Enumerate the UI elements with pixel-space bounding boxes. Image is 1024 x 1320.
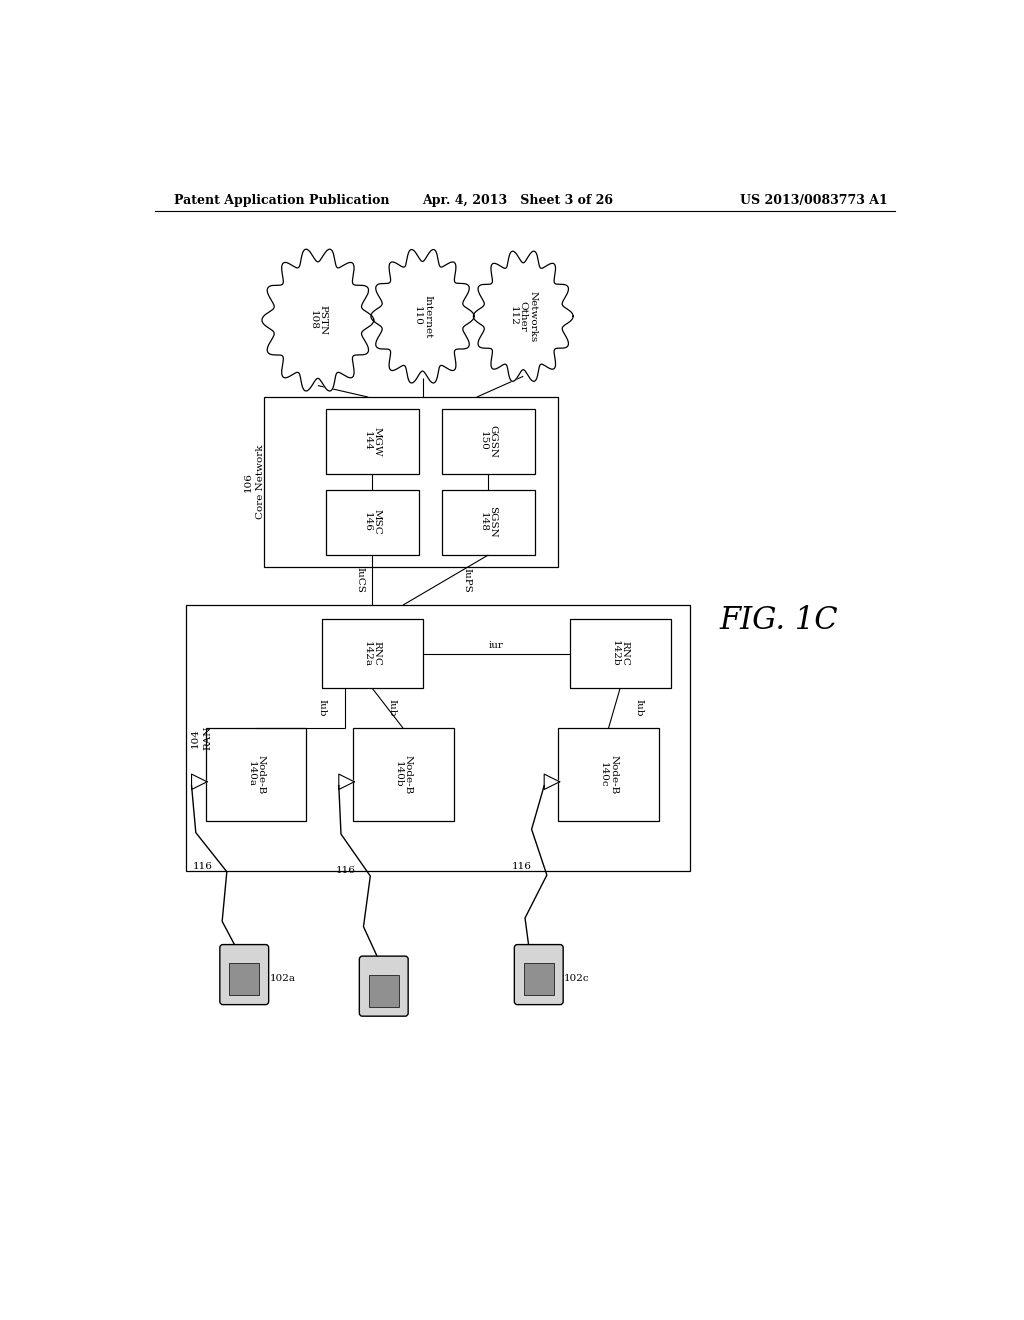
Text: 106
Core Network: 106 Core Network <box>244 445 265 519</box>
Text: Iub: Iub <box>388 700 396 717</box>
Bar <box>186 605 690 871</box>
Text: 116: 116 <box>193 862 212 871</box>
Text: 142a: 142a <box>362 640 372 667</box>
Text: iur: iur <box>488 642 504 651</box>
Text: 108: 108 <box>308 310 317 330</box>
Text: 148: 148 <box>479 512 488 532</box>
Bar <box>442 409 535 474</box>
Text: 140a: 140a <box>247 762 255 788</box>
Text: 116: 116 <box>336 866 355 875</box>
Text: 110: 110 <box>413 306 422 326</box>
Text: IuCS: IuCS <box>355 568 365 593</box>
Bar <box>523 964 554 995</box>
Text: 146: 146 <box>362 512 372 532</box>
Text: Node-B: Node-B <box>403 755 413 795</box>
Text: Patent Application Publication: Patent Application Publication <box>174 194 390 207</box>
FancyBboxPatch shape <box>514 945 563 1005</box>
Text: Iub: Iub <box>317 700 327 717</box>
Bar <box>442 490 535 554</box>
Bar <box>263 397 558 566</box>
Text: MGW: MGW <box>373 426 381 457</box>
Text: Apr. 4, 2013   Sheet 3 of 26: Apr. 4, 2013 Sheet 3 of 26 <box>423 194 613 207</box>
Text: 140c: 140c <box>599 762 608 787</box>
Bar <box>326 490 419 554</box>
Text: 142b: 142b <box>610 640 620 667</box>
Text: RNC: RNC <box>621 642 630 667</box>
Polygon shape <box>262 249 374 391</box>
Bar <box>558 729 658 821</box>
Text: Node-B: Node-B <box>256 755 265 795</box>
Text: Other: Other <box>519 301 527 331</box>
Text: Iub: Iub <box>634 700 643 717</box>
Text: 102c: 102c <box>564 974 590 983</box>
Bar <box>229 964 259 995</box>
Polygon shape <box>544 774 560 789</box>
Text: 140b: 140b <box>393 762 402 788</box>
Text: GGSN: GGSN <box>488 425 498 458</box>
Polygon shape <box>191 774 207 789</box>
Text: 112: 112 <box>509 306 518 326</box>
Bar <box>352 729 454 821</box>
Text: 116: 116 <box>512 862 532 871</box>
FancyBboxPatch shape <box>359 956 409 1016</box>
Text: 102a: 102a <box>269 974 296 983</box>
Text: PSTN: PSTN <box>318 305 328 335</box>
Polygon shape <box>473 251 573 381</box>
Text: 150: 150 <box>479 432 488 451</box>
Text: Internet: Internet <box>423 294 432 338</box>
Text: MSC: MSC <box>373 510 381 535</box>
Text: RNC: RNC <box>373 642 382 667</box>
Bar <box>206 729 306 821</box>
Bar <box>322 619 423 688</box>
Text: IuPS: IuPS <box>463 568 472 593</box>
Text: Node-B: Node-B <box>609 755 618 795</box>
Polygon shape <box>339 774 354 789</box>
Text: FIG. 1C: FIG. 1C <box>720 605 839 636</box>
Bar <box>326 409 419 474</box>
Text: 104
RAN: 104 RAN <box>191 726 212 750</box>
Text: SGSN: SGSN <box>488 507 498 539</box>
Bar <box>569 619 671 688</box>
Polygon shape <box>371 249 474 383</box>
Text: 144: 144 <box>362 432 372 451</box>
Text: Networks: Networks <box>528 290 538 342</box>
FancyBboxPatch shape <box>220 945 268 1005</box>
Bar <box>369 974 399 1007</box>
Text: US 2013/0083773 A1: US 2013/0083773 A1 <box>740 194 888 207</box>
